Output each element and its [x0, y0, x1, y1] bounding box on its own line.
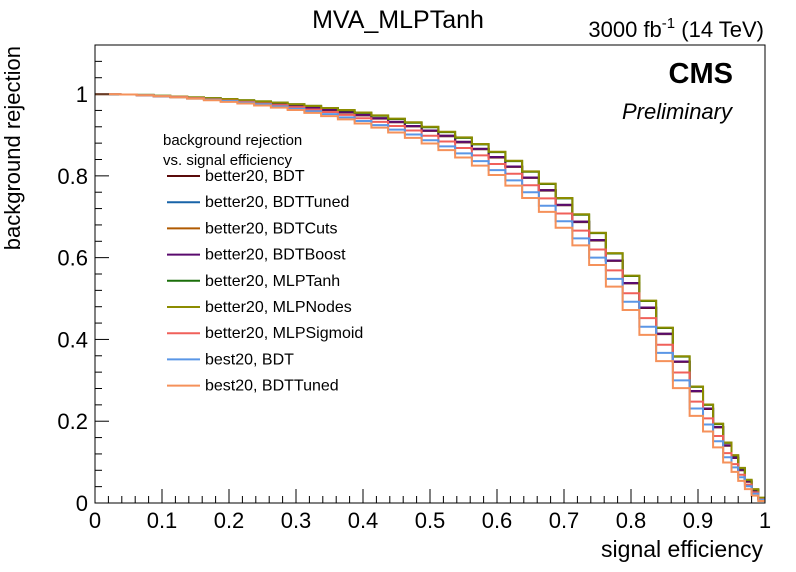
legend-header-line1: background rejection	[163, 132, 302, 149]
y-tick-label: 0	[76, 491, 88, 516]
legend-label-3: better20, BDTBoost	[205, 247, 346, 264]
legend-entries: better20, BDT better20, BDTTuned better20,…	[167, 168, 363, 395]
legend-label-1: better20, BDTTuned	[205, 194, 349, 211]
luminosity-unit-exponent: -1	[662, 15, 675, 32]
legend-label-6: better20, MLPSigmoid	[205, 325, 363, 342]
chart-title: MVA_MLPTanh	[312, 6, 484, 34]
legend-label-2: better20, BDTCuts	[205, 220, 338, 237]
x-tick-label: 0.9	[683, 508, 714, 533]
x-tick-label: 0.4	[348, 508, 379, 533]
y-tick-label: 1	[76, 82, 88, 107]
energy-value: (14 TeV)	[675, 17, 764, 42]
luminosity-value: 3000 fb	[588, 17, 661, 42]
x-tick-label: 1	[759, 508, 771, 533]
luminosity-label: 3000 fb-1 (14 TeV)	[588, 15, 764, 42]
legend-label-0: better20, BDT	[205, 168, 305, 185]
x-tick-label: 0.6	[482, 508, 513, 533]
cms-label: CMS	[669, 58, 733, 90]
y-axis-ticks: 0 0.2 0.4 0.6 0.8 1	[57, 44, 109, 516]
y-tick-label: 0.2	[57, 409, 88, 434]
y-axis-label: background rejection	[0, 46, 25, 250]
x-tick-label: 0.2	[214, 508, 245, 533]
x-axis-label: signal efficiency	[601, 536, 763, 562]
legend-label-4: better20, MLPTanh	[205, 273, 340, 290]
curve-series-8	[95, 93, 765, 502]
y-tick-label: 0.8	[57, 164, 88, 189]
x-tick-label: 0.8	[616, 508, 647, 533]
x-axis-ticks: 0 0.1 0.2 0.3 0.4 0.5 0.6 0.7 0.8 0.9 1	[89, 489, 771, 533]
x-tick-label: 0.5	[415, 508, 446, 533]
legend-header-line2: vs. signal efficiency	[163, 152, 292, 169]
x-tick-label: 0.3	[281, 508, 312, 533]
legend-label-5: better20, MLPNodes	[205, 299, 352, 316]
x-tick-label: 0	[89, 508, 101, 533]
preliminary-label: Preliminary	[622, 99, 734, 124]
legend-label-8: best20, BDTTuned	[205, 378, 339, 395]
legend: background rejection vs. signal efficien…	[163, 132, 363, 395]
legend-label-7: best20, BDT	[205, 351, 294, 368]
x-tick-label: 0.1	[147, 508, 178, 533]
x-tick-label: 0.7	[549, 508, 580, 533]
y-tick-label: 0.4	[57, 327, 88, 352]
curves-layer	[95, 93, 765, 502]
y-tick-label: 0.6	[57, 246, 88, 271]
plot-area: 0 0.1 0.2 0.3 0.4 0.5 0.6 0.7 0.8 0.9 1 0 0.2 0.4 0.6…	[57, 44, 771, 533]
